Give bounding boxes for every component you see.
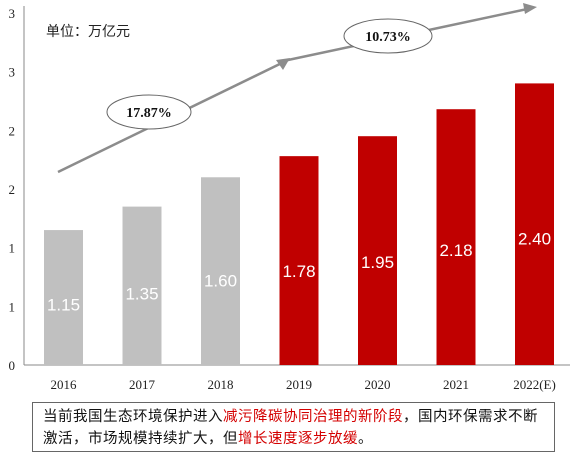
y-tick-label: 0 <box>9 358 16 373</box>
growth-ellipse-2 <box>343 18 433 54</box>
bar-value-label: 1.78 <box>282 262 315 281</box>
bar-value-label: 2.18 <box>439 241 472 260</box>
bar-value-label: 1.35 <box>125 285 158 304</box>
unit-label: 单位：万亿元 <box>46 24 130 40</box>
growth-ellipse-1 <box>106 94 192 130</box>
growth-rate-1: 17.87% <box>126 106 172 121</box>
caption-text-2: ，国内环保需求不断激活，市场规模持续扩大，但 <box>43 409 538 447</box>
x-tick-label: 2018 <box>208 377 234 392</box>
bar <box>44 230 83 365</box>
bar-value-label: 1.95 <box>361 253 394 272</box>
y-tick-label: 3 <box>9 6 16 21</box>
growth-arrow-2-head <box>523 3 537 14</box>
y-tick-label: 3 <box>9 65 16 80</box>
bar <box>279 156 319 365</box>
caption-text-3: 。 <box>358 431 373 447</box>
growth-rate-2: 10.73% <box>365 30 411 45</box>
y-tick-labels: 0 1 1 2 2 3 3 <box>9 6 16 373</box>
x-tick-label: 2017 <box>129 377 156 392</box>
caption-text-1: 当前我国生态环境保护进入 <box>43 409 223 425</box>
bar-value-label: 1.15 <box>47 295 80 314</box>
caption-highlight-2: 增长速度逐步放缓 <box>238 431 358 447</box>
x-tick-label: 2020 <box>365 377 391 392</box>
x-tick-label: 2022(E) <box>513 377 556 392</box>
x-tick-label: 2019 <box>286 377 312 392</box>
bar-value-label: 1.60 <box>204 272 237 291</box>
bar <box>122 206 162 365</box>
x-tick-label: 2021 <box>443 377 469 392</box>
y-tick-label: 1 <box>9 299 16 314</box>
caption-highlight-1: 减污降碳协同治理的新阶段 <box>223 409 403 425</box>
bar <box>201 177 240 365</box>
bar-chart: 0 1 1 2 2 3 3 1.15 1.35 1.60 1.78 1.95 2.18 2.40 201… <box>9 3 570 392</box>
summary-caption: 当前我国生态环境保护进入减污降碳协同治理的新阶段，国内环保需求不断激活，市场规模… <box>32 402 555 452</box>
y-tick-label: 1 <box>9 241 16 256</box>
x-tick-labels: 2016 2017 2018 2019 2020 2021 2022(E) <box>51 377 556 392</box>
growth-arrow-1-head <box>276 58 290 70</box>
bar <box>515 83 554 366</box>
x-tick-label: 2016 <box>51 377 78 392</box>
bar <box>436 109 476 365</box>
bar <box>358 136 397 365</box>
bar-value-label: 2.40 <box>518 229 551 248</box>
bars: 1.15 1.35 1.60 1.78 1.95 2.18 2.40 <box>44 83 554 366</box>
y-tick-label: 2 <box>9 123 16 138</box>
y-tick-label: 2 <box>9 182 16 197</box>
